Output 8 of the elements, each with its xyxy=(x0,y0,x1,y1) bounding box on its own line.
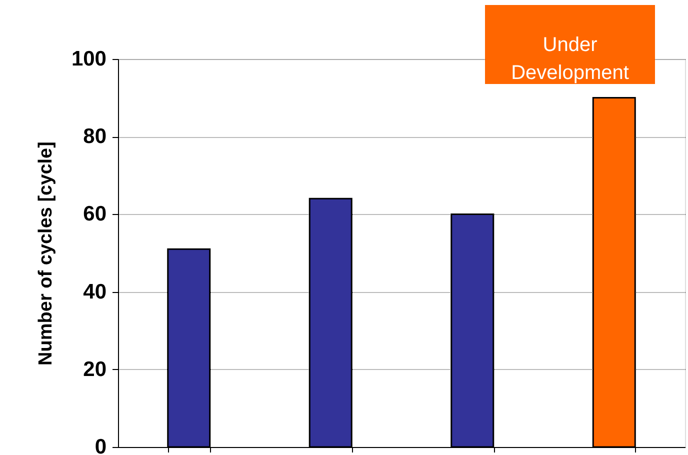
y-tick-label: 40 xyxy=(83,280,106,304)
annotation: Under Development xyxy=(511,34,630,84)
y-tick-label: 80 xyxy=(83,125,106,148)
y-axis-title: Number of cycles [cycle] xyxy=(35,142,56,366)
y-tick-label: 20 xyxy=(83,358,106,381)
y-tick-label: 100 xyxy=(71,48,106,70)
y-tick-label: 0 xyxy=(94,436,106,455)
y-tick-label: 60 xyxy=(83,202,106,226)
